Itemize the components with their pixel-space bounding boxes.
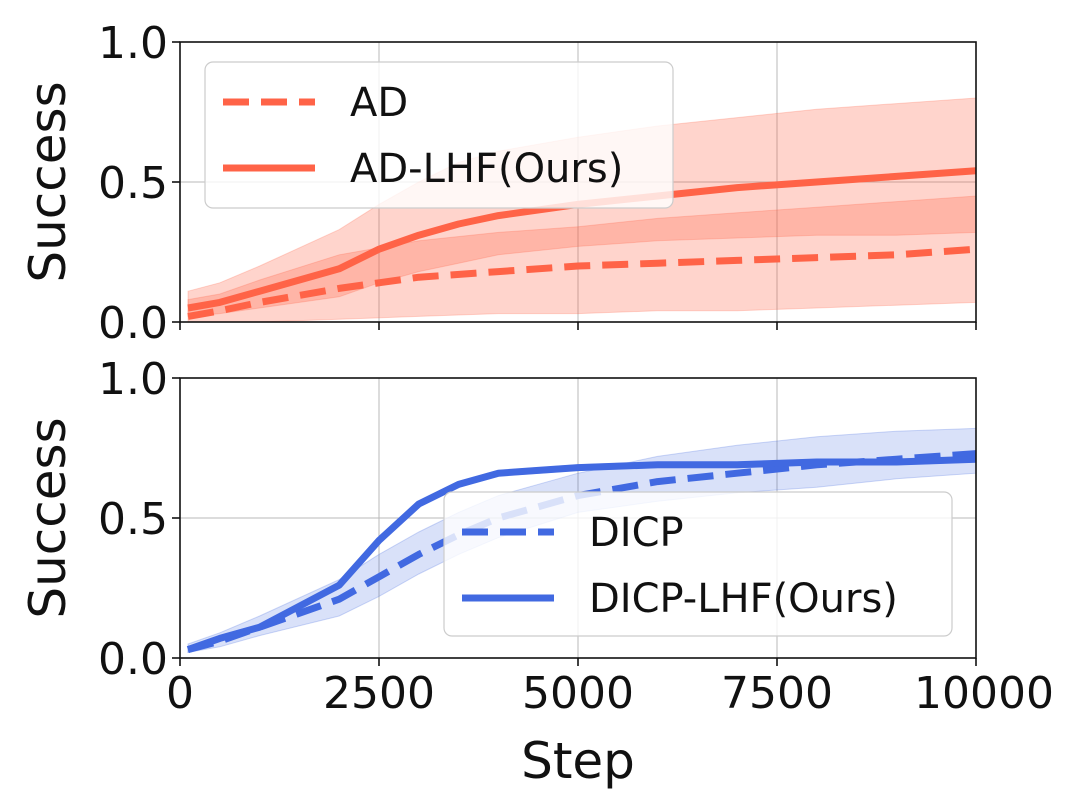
x-tick-label: 2500 xyxy=(323,668,435,719)
y-tick-label: 1.0 xyxy=(98,354,168,405)
y-tick-label: 0.5 xyxy=(98,494,168,545)
bottom-panel: 0.0 0.5 1.0 0 2500 5000 7500 10000 Success Step DI… xyxy=(19,354,1054,790)
legend-box xyxy=(443,491,953,637)
x-tick-label: 0 xyxy=(166,668,194,719)
series-line-dicp-lhf-ours- xyxy=(186,455,977,653)
legend-label: AD-LHF(Ours) xyxy=(350,146,623,192)
legend: DICP DICP-LHF(Ours) xyxy=(443,491,953,637)
x-axis-label: Step xyxy=(521,732,635,790)
y-tick-label: 1.0 xyxy=(98,18,168,69)
top-panel: 0.0 0.5 1.0 Success AD AD-LHF(Ours) xyxy=(19,18,977,349)
legend-label: AD xyxy=(350,80,408,126)
legend-label: DICP-LHF(Ours) xyxy=(589,576,898,622)
legend-box xyxy=(204,61,674,209)
legend: AD AD-LHF(Ours) xyxy=(204,61,674,209)
y-axis-label: Success xyxy=(19,417,77,618)
series-line-ad xyxy=(187,245,977,320)
legend-label: DICP xyxy=(589,510,684,556)
series-line-ad-lhf-ours- xyxy=(187,167,977,312)
y-axis-label: Success xyxy=(19,81,77,282)
y-tick-label: 0.0 xyxy=(98,634,168,685)
y-tick-label: 0.0 xyxy=(98,298,168,349)
x-tick-label: 5000 xyxy=(522,668,634,719)
y-tick-label: 0.5 xyxy=(98,158,168,209)
x-tick-label: 10000 xyxy=(914,668,1054,719)
x-tick-label: 7500 xyxy=(721,668,833,719)
